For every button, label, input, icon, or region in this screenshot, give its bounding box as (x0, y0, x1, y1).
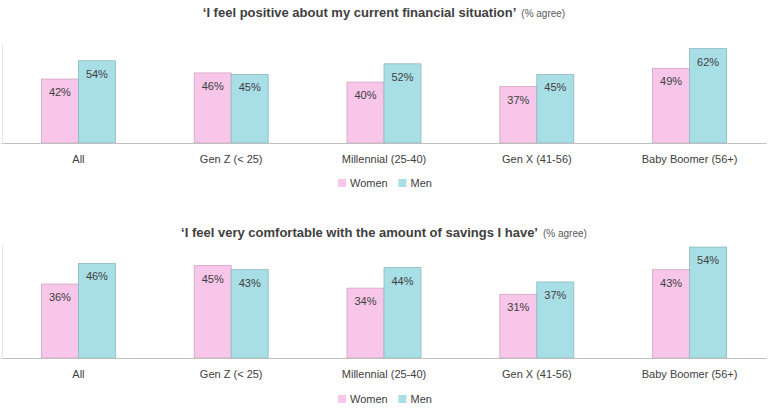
bar (41, 284, 78, 358)
legend-label: Women (350, 177, 388, 189)
x-tick-label: Gen X (41-56) (502, 153, 572, 165)
legend-swatch (399, 395, 407, 403)
legend: Women Men (338, 177, 432, 189)
chart-title: ‘I feel very comfortable with the amount… (181, 225, 587, 240)
y-axis-line (2, 45, 3, 144)
data-labels: 36% 45% 34% 31% 43% 46% 43% 44% 37% 54% (49, 254, 719, 313)
legend-swatch (399, 179, 407, 187)
bars (41, 49, 726, 143)
bar (537, 74, 574, 143)
data-label: 54% (86, 68, 108, 80)
y-tick (0, 358, 2, 359)
x-tick: Baby Boomer (56+) (642, 153, 738, 165)
bar (347, 82, 384, 143)
legend-item: Men (399, 177, 432, 189)
data-label: 42% (49, 86, 71, 98)
y-tick (0, 143, 2, 144)
bar (347, 288, 384, 358)
y-axis (0, 246, 3, 359)
title-text: ‘I feel very comfortable with the amount… (181, 225, 538, 240)
data-label: 62% (697, 56, 719, 68)
subtitle-text: (% agree) (543, 228, 587, 239)
y-tick-mark (0, 143, 2, 144)
bar (231, 74, 268, 143)
bar (384, 268, 421, 358)
bar (500, 87, 537, 143)
x-axis: All Gen Z (< 25) Millennial (25-40) Gen X (… (3, 359, 767, 380)
bars (41, 247, 726, 358)
chart-title: ‘I feel positive about my current financ… (203, 5, 565, 20)
data-label: 46% (202, 80, 224, 92)
chart-canvas: ‘I feel positive about my current financ… (0, 0, 768, 420)
chart-panel: ‘I feel positive about my current financ… (0, 5, 767, 189)
y-axis (0, 45, 3, 144)
bar (537, 282, 574, 358)
y-axis-line (2, 246, 3, 359)
data-label: 43% (239, 277, 261, 289)
data-label: 37% (544, 289, 566, 301)
data-label: 54% (697, 254, 719, 266)
legend-swatch (338, 179, 346, 187)
bar (194, 266, 231, 358)
data-label: 49% (660, 75, 682, 87)
x-tick-label: Gen Z (< 25) (200, 153, 263, 165)
bar (194, 73, 231, 143)
legend-label: Women (350, 393, 388, 405)
x-tick: Millennial (25-40) (342, 153, 426, 165)
bar (500, 294, 537, 358)
x-tick-label: Millennial (25-40) (342, 368, 426, 380)
x-tick-label: Gen X (41-56) (502, 368, 572, 380)
x-axis: All Gen Z (< 25) Millennial (25-40) Gen X (… (3, 144, 767, 165)
bar (690, 247, 727, 358)
data-label: 37% (507, 94, 529, 106)
bar (41, 79, 78, 143)
x-axis-line (3, 358, 767, 359)
legend-item: Men (399, 393, 432, 405)
x-tick-label: Millennial (25-40) (342, 153, 426, 165)
x-tick: Gen Z (< 25) (200, 153, 263, 165)
x-tick: Gen Z (< 25) (200, 368, 263, 380)
data-label: 52% (391, 71, 413, 83)
data-label: 40% (354, 89, 376, 101)
x-tick: Gen X (41-56) (502, 368, 572, 380)
title-text: ‘I feel positive about my current financ… (203, 5, 517, 20)
data-labels: 42% 46% 40% 37% 49% 54% 45% 52% 45% 62% (49, 56, 719, 106)
x-tick: Baby Boomer (56+) (642, 368, 738, 380)
bar (78, 61, 115, 143)
bar (78, 263, 115, 358)
x-tick: All (72, 368, 84, 380)
data-label: 45% (239, 81, 261, 93)
chart-panel: ‘I feel very comfortable with the amount… (0, 225, 767, 405)
bar (690, 49, 727, 143)
data-label: 36% (49, 291, 71, 303)
data-label: 45% (202, 273, 224, 285)
x-axis-line (3, 143, 767, 144)
data-label: 43% (660, 277, 682, 289)
data-label: 44% (391, 275, 413, 287)
legend: Women Men (338, 393, 432, 405)
data-label: 45% (544, 81, 566, 93)
x-tick-label: All (72, 368, 84, 380)
x-tick: All (72, 153, 84, 165)
bar (231, 270, 268, 358)
legend-label: Men (411, 177, 432, 189)
legend-item: Women (338, 393, 388, 405)
data-label: 34% (354, 295, 376, 307)
legend-item: Women (338, 177, 388, 189)
legend-swatch (338, 395, 346, 403)
x-tick-label: Baby Boomer (56+) (642, 153, 738, 165)
legend-label: Men (411, 393, 432, 405)
x-tick: Gen X (41-56) (502, 153, 572, 165)
bar (384, 64, 421, 143)
x-tick-label: Gen Z (< 25) (200, 368, 263, 380)
subtitle-text: (% agree) (521, 8, 565, 19)
bar (653, 68, 690, 143)
bar (653, 270, 690, 358)
x-tick-label: Baby Boomer (56+) (642, 368, 738, 380)
data-label: 31% (507, 301, 529, 313)
data-label: 46% (86, 270, 108, 282)
x-tick-label: All (72, 153, 84, 165)
y-tick-mark (0, 358, 2, 359)
x-tick: Millennial (25-40) (342, 368, 426, 380)
